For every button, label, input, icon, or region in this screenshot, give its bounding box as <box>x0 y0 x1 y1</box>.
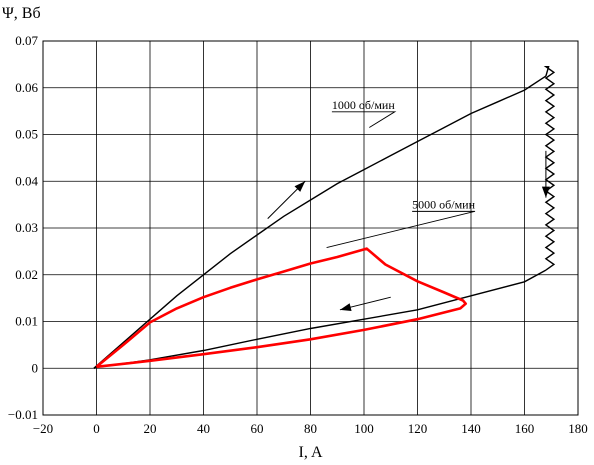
x-axis-title: I, A <box>299 444 323 461</box>
series-1000-lower-line <box>93 269 547 369</box>
series-1000-zigzag-line <box>543 65 556 271</box>
grid <box>43 41 578 415</box>
x-tick-labels: −20 0 20 40 60 80 100 120 140 160 180 <box>33 421 588 436</box>
annotation-leader-line <box>331 111 397 128</box>
x-tick-label: 60 <box>251 421 264 436</box>
y-tick-label: 0.03 <box>15 220 38 235</box>
y-tick-label: 0 <box>32 360 39 375</box>
series-1000-upper-line <box>93 75 547 369</box>
annotation-leader-line <box>326 210 476 249</box>
x-tick-label: 40 <box>197 421 210 436</box>
x-tick-label: −20 <box>33 421 53 436</box>
x-tick-label: 140 <box>461 421 481 436</box>
annotation-layer: 1000 об/мин 5000 об/мин <box>267 98 550 312</box>
series-annotation-label: 1000 об/мин <box>332 98 395 112</box>
y-tick-labels: −0.01 0 0.01 0.02 0.03 0.04 0.05 0.06 0.07 <box>8 33 39 422</box>
series-5000-loop-line <box>95 247 468 369</box>
y-tick-label: 0.05 <box>15 127 38 142</box>
y-tick-label: −0.01 <box>8 407 38 422</box>
x-tick-label: 80 <box>304 421 317 436</box>
x-tick-label: 180 <box>568 421 588 436</box>
y-tick-label: 0.04 <box>15 173 38 188</box>
x-tick-label: 20 <box>144 421 157 436</box>
x-tick-label: 120 <box>408 421 428 436</box>
plot-frame <box>42 40 579 416</box>
y-tick-label: 0.07 <box>15 33 38 48</box>
direction-arrow-head <box>294 181 306 192</box>
direction-arrow-head <box>541 186 550 198</box>
x-tick-label: 160 <box>515 421 535 436</box>
direction-arrow-head <box>339 303 352 312</box>
y-tick-label: 0.02 <box>15 267 38 282</box>
x-tick-label: 100 <box>354 421 374 436</box>
series-layer <box>93 65 556 369</box>
y-tick-label: 0.01 <box>15 314 38 329</box>
y-tick-label: 0.06 <box>15 80 38 95</box>
y-axis-title: Ψ, Вб <box>2 5 41 22</box>
x-tick-label: 0 <box>93 421 100 436</box>
series-annotation-label: 5000 об/мин <box>412 197 475 211</box>
